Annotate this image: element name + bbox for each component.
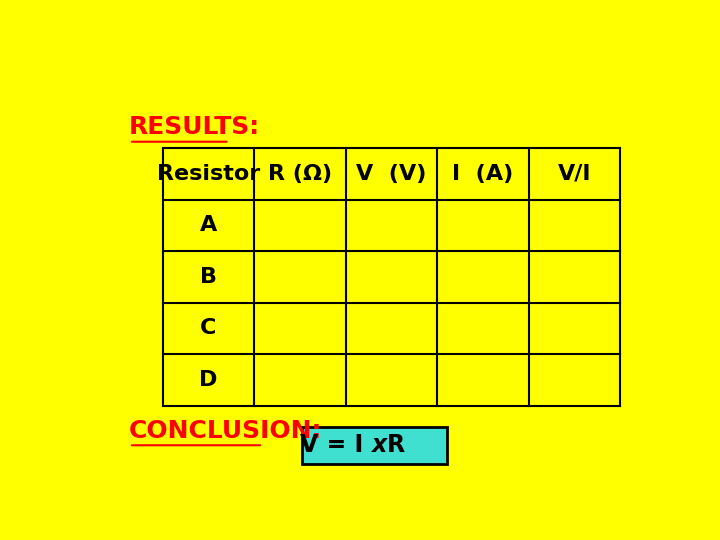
Text: V = I: V = I [300, 433, 372, 457]
Text: V  (V): V (V) [356, 164, 426, 184]
Text: R (Ω): R (Ω) [268, 164, 332, 184]
Text: C: C [200, 319, 217, 339]
Text: RESULTS:: RESULTS: [129, 114, 260, 139]
Text: D: D [199, 370, 217, 390]
Text: V/I: V/I [557, 164, 591, 184]
Text: x: x [372, 433, 387, 457]
Text: I  (A): I (A) [452, 164, 513, 184]
Text: CONCLUSION:: CONCLUSION: [129, 419, 323, 443]
Text: B: B [199, 267, 217, 287]
Text: Resistor: Resistor [157, 164, 260, 184]
Bar [302, 427, 447, 464]
Text: R: R [387, 433, 405, 457]
Text: A: A [199, 215, 217, 235]
